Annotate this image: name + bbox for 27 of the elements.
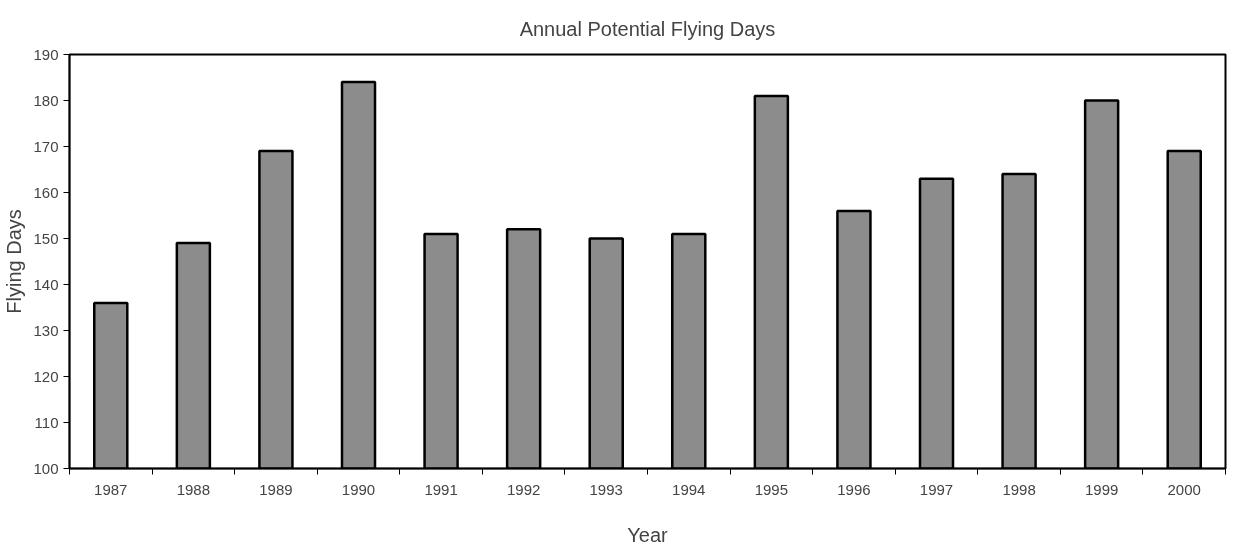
x-tick-label: 1991: [424, 480, 458, 498]
x-tick-label: 2000: [1167, 480, 1201, 498]
x-tick-label: 1999: [1084, 480, 1119, 498]
y-tick-label: 160: [33, 183, 59, 201]
x-tick-label: 1988: [176, 480, 211, 498]
y-tick-label: 180: [33, 91, 59, 109]
x-tick-label: 1993: [589, 480, 623, 498]
x-tick-label: 1994: [672, 480, 706, 498]
y-tick-label: 100: [33, 459, 59, 477]
y-tick-label: 170: [33, 137, 59, 155]
y-tick-label: 140: [33, 275, 59, 293]
x-tick-label: 1992: [506, 480, 541, 498]
y-axis-title: Flying Days: [3, 209, 26, 314]
x-tick-label: 1995: [754, 480, 789, 498]
x-tick-label: 1987: [94, 480, 128, 498]
x-tick-label: 1997: [919, 480, 954, 498]
chart-title: Annual Potential Flying Days: [519, 17, 776, 40]
y-tick-label: 150: [33, 229, 59, 247]
x-tick-label: 1989: [259, 480, 293, 498]
x-axis-title: Year: [627, 523, 669, 546]
x-tick-label: 1996: [837, 480, 871, 498]
x-tick-label: 1990: [341, 480, 376, 498]
y-tick-label: 190: [33, 45, 59, 63]
x-tick-label: 1998: [1002, 480, 1036, 498]
y-tick-label: 130: [33, 321, 59, 339]
y-tick-label: 110: [34, 413, 59, 431]
y-tick-label: 120: [33, 367, 59, 385]
